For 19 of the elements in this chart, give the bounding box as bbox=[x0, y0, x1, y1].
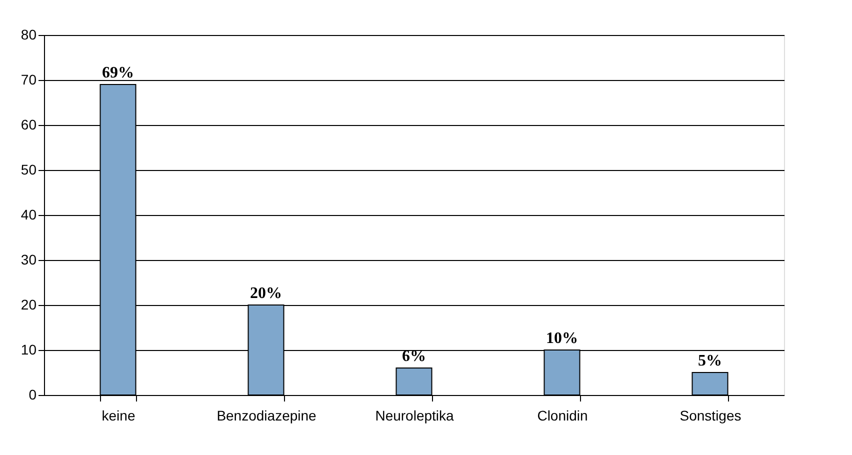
x-tick-label: Benzodiazepine bbox=[216, 408, 317, 424]
y-tick-label: 60 bbox=[20, 116, 37, 132]
y-tick-label: 30 bbox=[20, 252, 37, 268]
x-tick-label: Neuroleptika bbox=[375, 408, 454, 424]
data-label: 69% bbox=[102, 64, 134, 82]
data-label: 5% bbox=[698, 352, 722, 370]
x-tick-label: Clonidin bbox=[537, 408, 588, 424]
data-label: 10% bbox=[546, 330, 578, 347]
y-tick-label: 40 bbox=[20, 206, 37, 222]
x-tick-label: keine bbox=[102, 408, 136, 424]
y-tick-label: 10 bbox=[20, 342, 37, 358]
y-tick-label: 0 bbox=[28, 386, 37, 402]
data-label: 20% bbox=[250, 285, 282, 302]
data-label: 6% bbox=[402, 348, 426, 365]
y-tick-label: 20 bbox=[20, 296, 37, 312]
y-tick-label: 50 bbox=[20, 162, 37, 178]
y-tick-label: 80 bbox=[20, 26, 37, 42]
y-tick-label: 70 bbox=[20, 72, 37, 88]
x-tick-label: Sonstiges bbox=[680, 408, 742, 424]
